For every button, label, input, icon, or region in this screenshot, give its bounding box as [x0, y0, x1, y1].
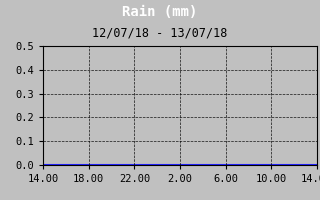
Text: 12/07/18 - 13/07/18: 12/07/18 - 13/07/18	[92, 27, 228, 40]
Text: Rain (mm): Rain (mm)	[122, 4, 198, 19]
